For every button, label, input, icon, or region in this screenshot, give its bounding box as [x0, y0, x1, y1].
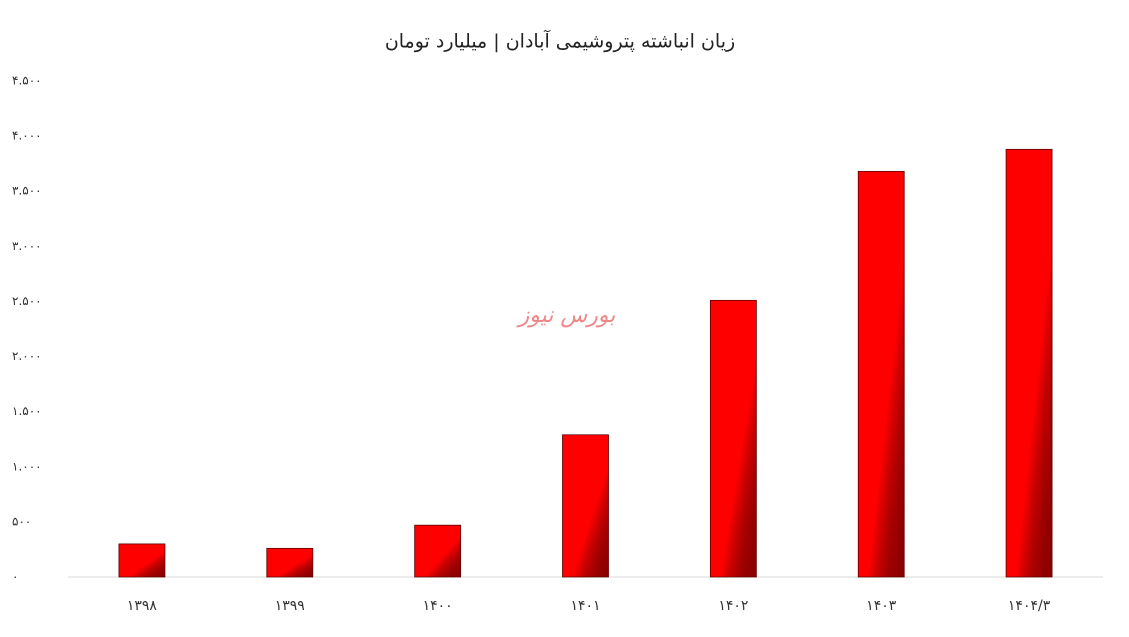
- bar: [562, 434, 609, 578]
- x-tick-label: ۱۴۰۲: [718, 598, 748, 614]
- chart-title: زیان انباشته پتروشیمی آبادان | میلیارد ت…: [385, 29, 735, 53]
- x-tick-label: ۱۳۹۹: [275, 598, 305, 614]
- bar: [709, 299, 757, 578]
- x-tick-label: ۱۴۰۴/۳: [1008, 598, 1051, 614]
- y-tick-label: ۴.۰۰۰: [12, 129, 42, 143]
- bar: [414, 524, 462, 578]
- y-tick-label: ۱.۰۰۰: [12, 459, 42, 473]
- y-tick-label: ۲.۰۰۰: [12, 349, 42, 363]
- bar: [118, 543, 166, 578]
- y-tick-label: ۴.۵۰۰: [12, 74, 42, 88]
- x-tick-label: ۱۳۹۸: [127, 598, 158, 614]
- bar: [266, 547, 314, 578]
- y-tick-label: ۱.۵۰۰: [12, 404, 42, 418]
- y-tick-label: ۵۰۰: [12, 514, 31, 528]
- bar: [1005, 148, 1053, 578]
- y-tick-label: ۳.۰۰۰: [12, 239, 42, 253]
- watermark: بورس نیوز: [516, 303, 616, 328]
- x-tick-label: ۱۴۰۰: [423, 598, 453, 614]
- y-tick-label: ۰: [12, 570, 18, 584]
- y-tick-label: ۲.۵۰۰: [12, 294, 42, 308]
- y-tick-label: ۳.۵۰۰: [12, 184, 42, 198]
- x-tick-label: ۱۴۰۳: [866, 598, 897, 614]
- bar: [857, 170, 905, 578]
- x-tick-label: ۱۴۰۱: [570, 598, 600, 614]
